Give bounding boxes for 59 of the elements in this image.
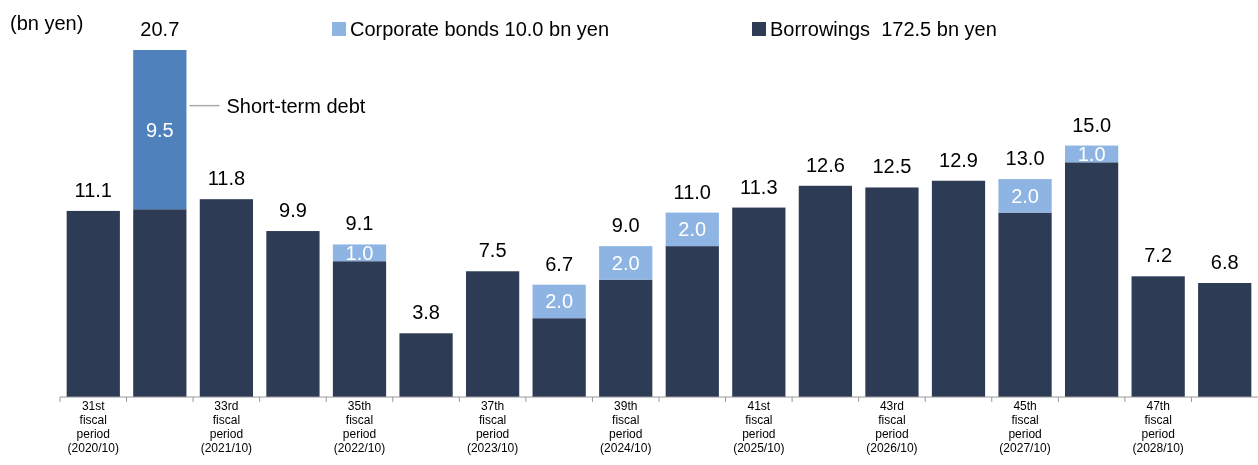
x-tick-label: 39th fiscal period (2024/10): [600, 399, 652, 455]
total-label: 9.1: [345, 212, 374, 235]
data-label: 2.0: [1011, 184, 1039, 207]
x-tick-label: 33rd fiscal period (2021/10): [200, 399, 253, 455]
bar: [798, 185, 853, 397]
total-label: 11.8: [207, 167, 246, 190]
x-tick-label: 35th fiscal period (2022/10): [333, 399, 386, 455]
x-tick-label: 31st fiscal period (2020/10): [67, 399, 119, 455]
data-label: 1.0: [345, 241, 374, 264]
bar: [133, 209, 187, 397]
x-tick-label: 37th fiscal period (2023/10): [466, 399, 519, 455]
series-label: Short-term debt: [226, 94, 366, 117]
total-label: 6.7: [545, 252, 574, 275]
bar: [998, 179, 1052, 213]
bar: [1131, 276, 1185, 397]
bar: [599, 246, 653, 280]
bar: [66, 210, 120, 397]
data-label: 2.0: [678, 218, 707, 241]
total-label: 7.2: [1144, 244, 1173, 267]
total-label: 3.8: [412, 301, 440, 324]
bar: [465, 271, 520, 397]
x-tick-label: 47th fiscal period (2028/10): [1132, 399, 1184, 455]
bar: [1198, 283, 1252, 397]
bar: [1064, 162, 1119, 397]
total-label: 9.0: [611, 214, 640, 237]
x-tick-label: 45th fiscal period (2027/10): [999, 399, 1051, 455]
total-label: 12.9: [939, 148, 978, 171]
total-label: 11.1: [74, 178, 112, 201]
total-label: 9.9: [279, 199, 307, 222]
bar: [732, 207, 786, 397]
total-label: 11.0: [673, 180, 711, 203]
bar: [199, 199, 254, 397]
data-label: 9.5: [145, 118, 174, 141]
bar: [532, 318, 586, 397]
bar: [665, 246, 719, 397]
data-label: 1.0: [1077, 142, 1106, 165]
bar: [133, 50, 187, 210]
x-tick-label: 43rd fiscal period (2026/10): [866, 399, 918, 455]
total-label: 13.0: [1005, 147, 1045, 170]
total-label: 15.0: [1072, 113, 1112, 136]
bar: [998, 212, 1052, 397]
legend-label: Corporate bonds 10.0 bn yen: [350, 18, 610, 40]
legend-label: Borrowings 172.5 bn yen: [770, 18, 997, 40]
bar: [399, 333, 453, 397]
y-axis-title: (bn yen): [10, 12, 84, 34]
total-label: 6.8: [1210, 251, 1239, 274]
total-label: 12.6: [805, 153, 845, 176]
bar: [931, 180, 986, 397]
data-label: 2.0: [545, 290, 574, 313]
bar: [865, 187, 919, 397]
total-label: 7.5: [478, 239, 507, 262]
data-label: 2.0: [611, 251, 640, 274]
total-label: 20.7: [140, 18, 180, 40]
x-tick-label: 41st fiscal period (2025/10): [733, 399, 785, 455]
total-label: 11.3: [740, 175, 778, 198]
total-label: 12.5: [872, 155, 912, 178]
bar: [599, 279, 653, 397]
bar: [332, 261, 387, 397]
bar: [266, 231, 320, 397]
